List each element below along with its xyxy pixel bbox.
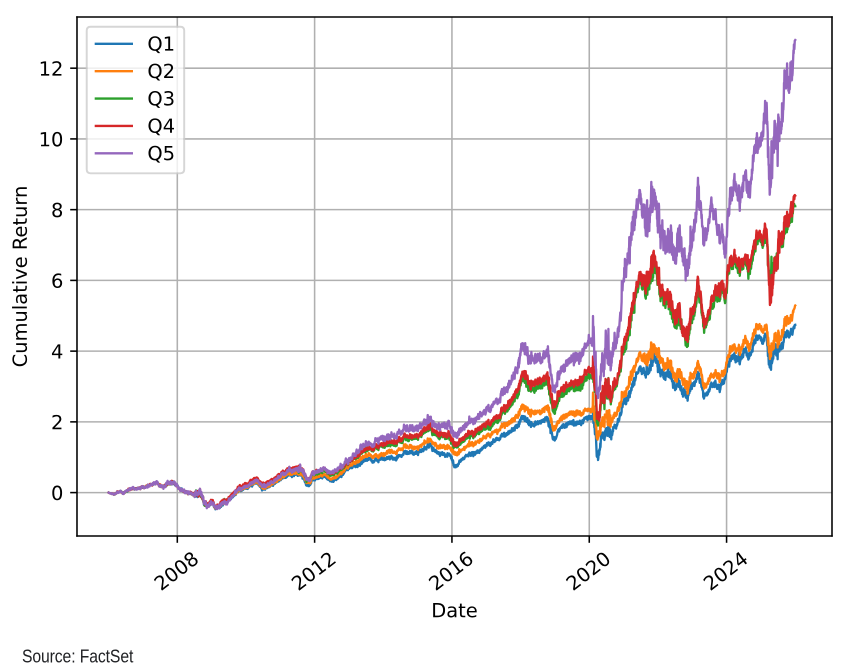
svg-text:Source: FactSet: Source: FactSet — [22, 645, 134, 667]
